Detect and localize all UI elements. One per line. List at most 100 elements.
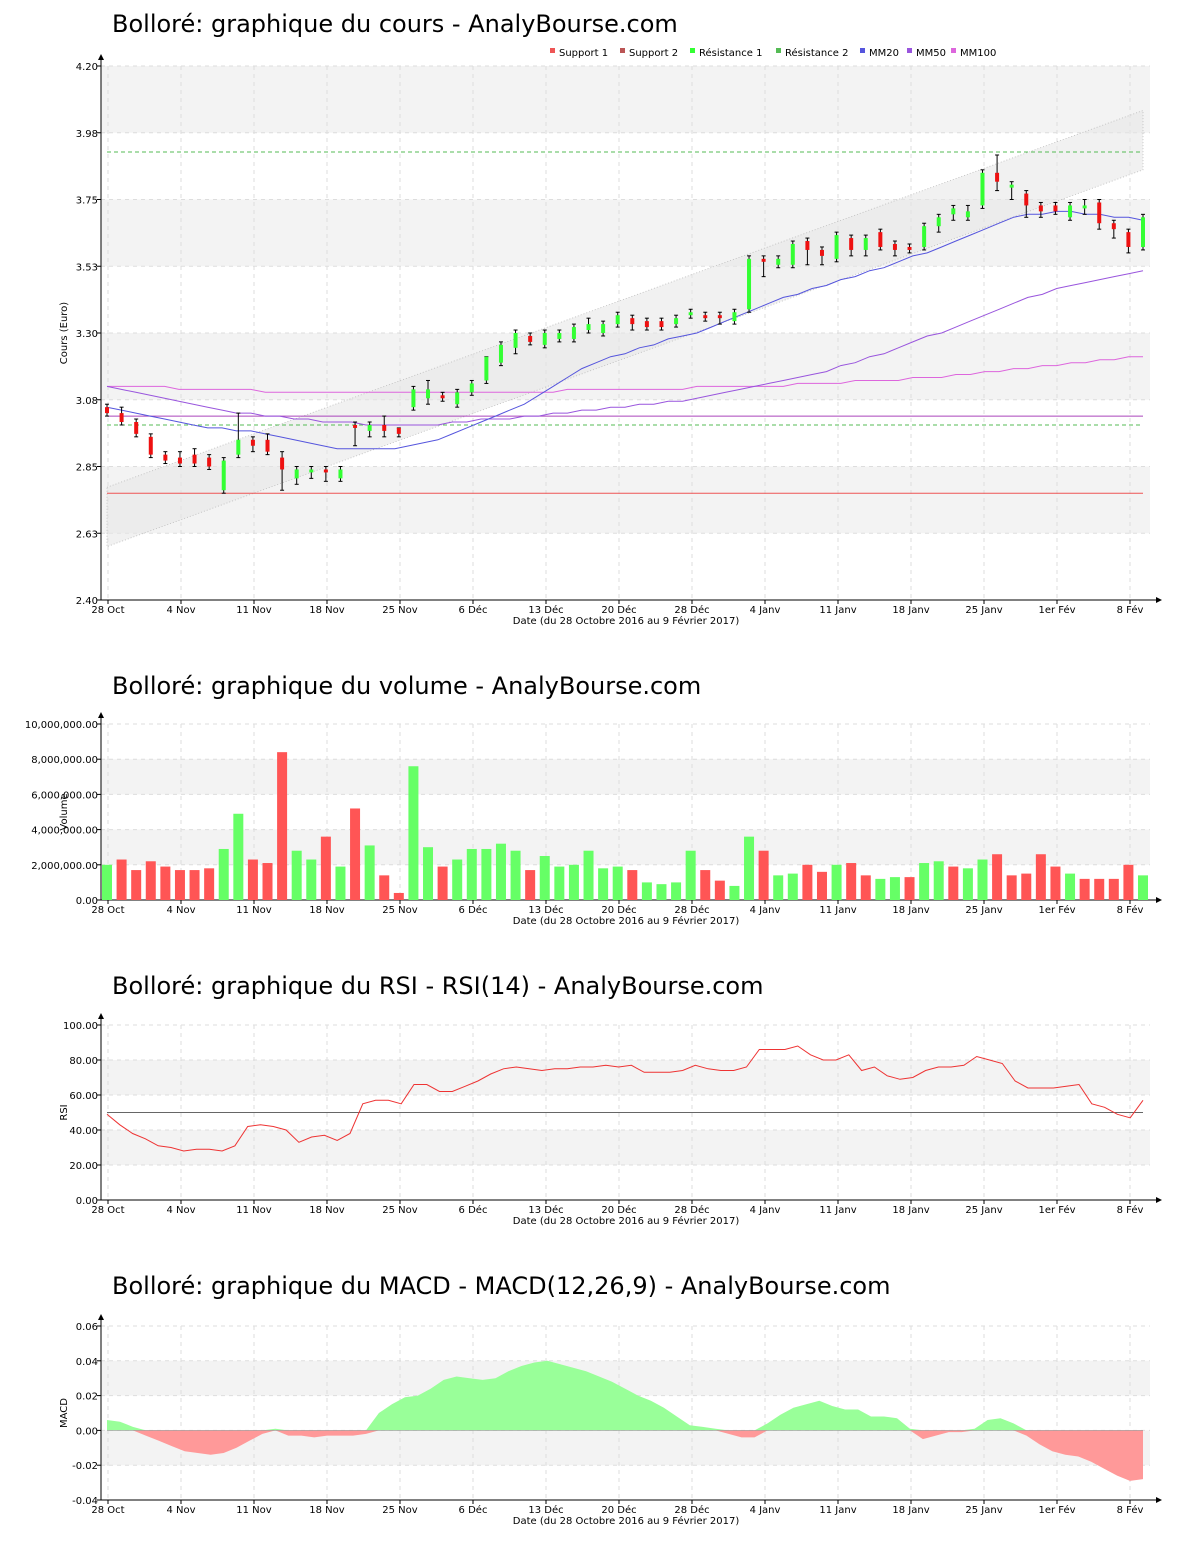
candle-down bbox=[192, 454, 197, 464]
candle-down bbox=[207, 457, 212, 467]
x-tick-label: 25 Nov bbox=[382, 1505, 418, 1516]
volume-bar-down bbox=[1123, 864, 1134, 900]
volume-bar-down bbox=[247, 859, 258, 900]
candle-down bbox=[878, 232, 883, 247]
candle-up bbox=[601, 324, 606, 333]
y-tick-label: 100.00 bbox=[63, 1021, 98, 1032]
x-tick-label: 4 Nov bbox=[166, 605, 195, 616]
candle-up bbox=[513, 333, 518, 348]
candle-up bbox=[294, 469, 299, 479]
volume-bar-up bbox=[671, 882, 682, 900]
volume-bar-up bbox=[495, 843, 506, 900]
candle-up bbox=[498, 344, 503, 363]
x-axis-arrow bbox=[1156, 597, 1162, 603]
volume-bar-up bbox=[364, 845, 375, 900]
x-tick-label: 18 Janv bbox=[892, 605, 929, 616]
candle-down bbox=[353, 424, 358, 428]
volume-bar-down bbox=[320, 836, 331, 900]
y-axis-arrow bbox=[98, 1013, 104, 1019]
y-tick-label: 0.00 bbox=[76, 1196, 98, 1207]
volume-bar-down bbox=[1035, 854, 1046, 900]
x-tick-label: 28 Oct bbox=[91, 1505, 124, 1516]
legend-label: MM20 bbox=[869, 48, 899, 59]
x-tick-label: 4 Nov bbox=[166, 1505, 195, 1516]
x-tick-label: 11 Janv bbox=[819, 905, 856, 916]
x-tick-label: 4 Nov bbox=[166, 905, 195, 916]
x-tick-label: 18 Nov bbox=[309, 605, 345, 616]
x-tick-label: 8 Fév bbox=[1117, 1504, 1144, 1516]
volume-bar-up bbox=[773, 875, 784, 900]
candle-down bbox=[849, 238, 854, 250]
volume-bar-up bbox=[685, 850, 696, 900]
x-tick-label: 4 Janv bbox=[750, 605, 781, 616]
volume-bar-down bbox=[904, 877, 915, 900]
candle-down bbox=[250, 439, 255, 446]
volume-bar-up bbox=[306, 859, 317, 900]
candle-up bbox=[790, 244, 795, 265]
volume-bar-up bbox=[875, 878, 886, 900]
candle-up bbox=[688, 312, 693, 316]
x-tick-label: 25 Janv bbox=[965, 605, 1002, 616]
y-axis-arrow bbox=[98, 1314, 104, 1320]
volume-bar-up bbox=[744, 836, 755, 900]
legend-swatch bbox=[907, 48, 912, 53]
volume-bar-down bbox=[204, 868, 215, 900]
macd-chart-title: Bolloré: graphique du MACD - MACD(12,26,… bbox=[112, 1272, 891, 1300]
y-tick-label: 40.00 bbox=[69, 1126, 98, 1137]
legend-label: Support 1 bbox=[559, 48, 608, 59]
volume-bar-up bbox=[933, 861, 944, 900]
y-tick-label: 4.20 bbox=[76, 62, 98, 73]
x-tick-label: 25 Nov bbox=[382, 905, 418, 916]
x-tick-label: 11 Nov bbox=[236, 605, 272, 616]
candle-up bbox=[586, 324, 591, 331]
legend-label: Support 2 bbox=[629, 48, 678, 59]
volume-bar-up bbox=[889, 877, 900, 900]
y-tick-label: 80.00 bbox=[69, 1056, 98, 1067]
volume-bar-down bbox=[1050, 866, 1061, 900]
candle-up bbox=[309, 469, 314, 473]
y-tick-label: 3.98 bbox=[76, 129, 98, 140]
volume-bar-down bbox=[802, 864, 813, 900]
y-tick-label: 2,000,000.00 bbox=[31, 861, 98, 872]
x-axis-label: Date (du 28 Octobre 2016 au 9 Février 20… bbox=[513, 615, 740, 627]
volume-bar-down bbox=[758, 850, 769, 900]
candle-down bbox=[644, 321, 649, 328]
y-tick-label: 2.63 bbox=[76, 529, 98, 540]
x-tick-label: 11 Nov bbox=[236, 1205, 272, 1216]
candle-down bbox=[659, 321, 664, 328]
x-tick-label: 20 Déc bbox=[601, 1504, 636, 1516]
rsi-chart: 0.00 20.00 40.00 60.00 80.00 100.00 28 Oct 4 No… bbox=[59, 1013, 1162, 1227]
candle-down bbox=[323, 469, 328, 473]
x-tick-label: 25 Janv bbox=[965, 1505, 1002, 1516]
y-axis-arrow bbox=[98, 712, 104, 718]
volume-bar-up bbox=[408, 766, 419, 900]
candle-up bbox=[980, 172, 985, 206]
mm50-line bbox=[106, 270, 1144, 426]
volume-bar-down bbox=[816, 871, 827, 900]
legend-swatch bbox=[860, 48, 865, 53]
volume-bar-up bbox=[598, 868, 609, 900]
y-tick-label: 6,000,000.00 bbox=[31, 790, 98, 801]
volume-bar-up bbox=[218, 848, 229, 900]
candle-up bbox=[484, 356, 489, 381]
y-tick-label: 0.00 bbox=[76, 1426, 98, 1437]
volume-bar-down bbox=[1079, 878, 1090, 900]
volume-bar-up bbox=[452, 859, 463, 900]
candle-down bbox=[528, 335, 533, 342]
volume-bar-down bbox=[131, 870, 142, 900]
candle-down bbox=[1038, 205, 1043, 212]
candle-up bbox=[338, 469, 343, 479]
candle-down bbox=[892, 244, 897, 250]
candle-down bbox=[703, 315, 708, 319]
x-axis-arrow bbox=[1156, 1497, 1162, 1503]
y-tick-label: 3.75 bbox=[76, 196, 98, 207]
volume-bar-down bbox=[379, 875, 390, 900]
volume-bar-down bbox=[1094, 878, 1105, 900]
candle-down bbox=[105, 407, 109, 414]
volume-bar-down bbox=[174, 870, 185, 900]
y-axis-label: MACD bbox=[59, 1398, 70, 1428]
x-tick-label: 8 Fév bbox=[1117, 1204, 1144, 1216]
x-tick-label: 6 Déc bbox=[459, 1204, 488, 1216]
volume-bar-down bbox=[1108, 878, 1119, 900]
candle-down bbox=[761, 258, 766, 262]
